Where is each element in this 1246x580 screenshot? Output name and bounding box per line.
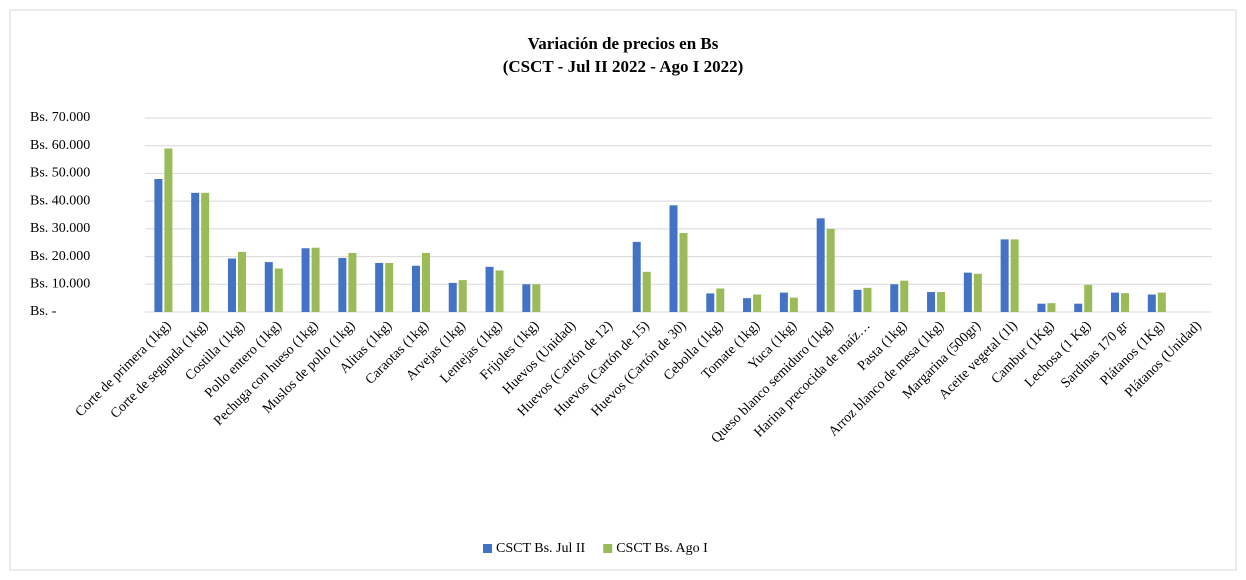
bar bbox=[900, 280, 909, 312]
bar bbox=[522, 284, 531, 312]
bar bbox=[716, 288, 725, 312]
chart-frame bbox=[9, 9, 1237, 571]
bar bbox=[448, 282, 457, 312]
legend-swatch bbox=[603, 544, 613, 553]
bar bbox=[1121, 293, 1130, 312]
bar bbox=[1084, 284, 1093, 312]
bar bbox=[411, 265, 420, 312]
bar bbox=[963, 272, 972, 312]
bar bbox=[1000, 239, 1009, 312]
bar bbox=[679, 233, 688, 312]
bar bbox=[495, 270, 504, 312]
y-tick-label: Bs. 70.000 bbox=[30, 110, 90, 125]
y-tick-label: Bs. 30.000 bbox=[30, 221, 90, 236]
bar bbox=[1111, 292, 1120, 312]
bar bbox=[164, 148, 173, 312]
legend-label: CSCT Bs. Jul II bbox=[496, 541, 586, 556]
bar bbox=[853, 289, 862, 312]
bar bbox=[458, 280, 467, 312]
bar bbox=[227, 258, 236, 312]
bar bbox=[826, 228, 835, 312]
y-tick-label: Bs. 20.000 bbox=[30, 249, 90, 264]
bar bbox=[191, 192, 200, 312]
bar bbox=[816, 218, 825, 312]
y-tick-label: Bs. 40.000 bbox=[30, 193, 90, 208]
bar bbox=[1157, 292, 1166, 312]
bar bbox=[264, 262, 273, 312]
y-tick-label: Bs. 60.000 bbox=[30, 138, 90, 153]
bar bbox=[973, 273, 982, 312]
bar bbox=[532, 284, 541, 312]
bar bbox=[375, 262, 384, 312]
y-tick-label: Bs. 10.000 bbox=[30, 277, 90, 292]
bar bbox=[706, 293, 715, 312]
bar bbox=[385, 262, 394, 312]
bar bbox=[1047, 303, 1056, 312]
bar bbox=[632, 241, 641, 312]
bar bbox=[1010, 239, 1019, 312]
bar bbox=[485, 266, 494, 312]
bar bbox=[743, 298, 752, 312]
bar bbox=[937, 292, 946, 312]
bar bbox=[237, 251, 246, 312]
bar bbox=[669, 205, 678, 312]
bar bbox=[890, 284, 899, 312]
bar bbox=[421, 252, 430, 312]
bar bbox=[789, 297, 798, 312]
bar bbox=[338, 257, 347, 312]
bar bbox=[154, 178, 163, 312]
y-tick-label: Bs. 50.000 bbox=[30, 166, 90, 181]
legend-swatch bbox=[483, 544, 492, 553]
y-tick-label: Bs. - bbox=[30, 304, 57, 319]
bar bbox=[1147, 294, 1156, 312]
bar bbox=[301, 248, 310, 312]
bar bbox=[753, 294, 762, 312]
bar bbox=[311, 247, 320, 312]
chart-title: Variación de precios en Bs bbox=[528, 34, 719, 53]
bar bbox=[348, 252, 357, 312]
bar bbox=[201, 192, 210, 312]
legend-label: CSCT Bs. Ago I bbox=[616, 541, 708, 556]
bar bbox=[1074, 303, 1083, 312]
bar bbox=[779, 292, 788, 312]
chart-subtitle: (CSCT - Jul II 2022 - Ago I 2022) bbox=[503, 57, 744, 76]
bar bbox=[642, 271, 651, 312]
bar bbox=[1037, 303, 1046, 312]
bar bbox=[927, 292, 936, 312]
bar bbox=[863, 287, 872, 312]
bar bbox=[274, 268, 283, 312]
